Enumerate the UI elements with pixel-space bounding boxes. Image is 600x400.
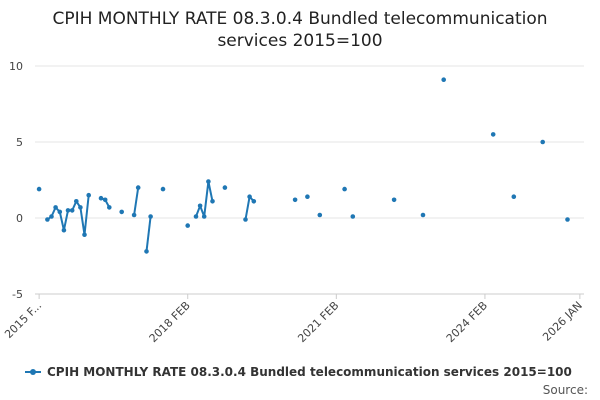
legend[interactable]: CPIH MONTHLY RATE 08.3.0.4 Bundled telec… [25, 365, 572, 379]
series-line [145, 216, 152, 252]
y-axis-ticks: -5 0 5 10 [9, 60, 23, 301]
data-point[interactable] [206, 179, 211, 184]
data-point[interactable] [243, 217, 248, 222]
chart-title-line-2: services 2015=100 [217, 31, 383, 51]
data-point[interactable] [185, 223, 190, 228]
data-point[interactable] [65, 208, 71, 213]
series-layer [36, 77, 570, 254]
data-point[interactable] [74, 199, 79, 204]
data-point[interactable] [61, 227, 67, 233]
data-point[interactable] [144, 249, 149, 254]
data-point[interactable] [49, 214, 54, 219]
data-point[interactable] [317, 212, 323, 218]
x-tick-label: 2018 FEB [147, 299, 193, 345]
legend-label: CPIH MONTHLY RATE 08.3.0.4 Bundled telec… [47, 365, 572, 379]
data-point[interactable] [78, 205, 83, 210]
data-point[interactable] [107, 205, 112, 210]
data-point[interactable] [102, 197, 108, 203]
data-point[interactable] [82, 232, 87, 237]
data-point[interactable] [350, 214, 356, 219]
series-line [133, 187, 140, 216]
x-tick-label: 2015 F... [2, 299, 44, 341]
data-point[interactable] [441, 77, 447, 82]
chart-title-line-1: CPIH MONTHLY RATE 08.3.0.4 Bundled telec… [52, 9, 548, 29]
y-tick-label: 0 [16, 212, 23, 225]
source-label: Source: [542, 383, 588, 397]
x-tick-label: 2021 FEB [295, 299, 341, 345]
data-point[interactable] [193, 214, 199, 219]
data-point[interactable] [57, 209, 63, 215]
data-point[interactable] [36, 186, 42, 192]
data-point[interactable] [342, 186, 347, 192]
y-tick-label: 10 [9, 60, 23, 73]
data-point[interactable] [565, 217, 570, 222]
y-tick-label: -5 [12, 288, 23, 301]
data-point[interactable] [305, 194, 310, 199]
data-point[interactable] [69, 208, 75, 213]
data-point[interactable] [222, 185, 228, 190]
data-point[interactable] [292, 197, 298, 203]
legend-swatch-icon [25, 366, 41, 378]
chart-title: CPIH MONTHLY RATE 08.3.0.4 Bundled telec… [0, 8, 600, 52]
data-point[interactable] [45, 217, 50, 222]
data-point[interactable] [148, 214, 153, 219]
data-point[interactable] [201, 214, 207, 219]
data-point[interactable] [135, 185, 141, 190]
series-line [46, 195, 90, 236]
gridlines [35, 65, 584, 295]
data-point[interactable] [391, 197, 397, 203]
x-axis: 2015 F... 2018 FEB 2021 FEB 2024 FEB 2026 JA… [2, 293, 585, 345]
data-point[interactable] [540, 139, 545, 145]
data-point[interactable] [160, 186, 166, 192]
data-point[interactable] [420, 212, 426, 218]
data-point[interactable] [86, 192, 91, 198]
data-point[interactable] [251, 199, 257, 204]
data-point[interactable] [98, 195, 104, 201]
data-point[interactable] [247, 194, 252, 199]
data-point[interactable] [119, 209, 124, 215]
x-tick-label: 2026 JAN [540, 299, 585, 344]
data-point[interactable] [197, 203, 203, 209]
legend-dot [30, 369, 36, 375]
x-tick-label: 2024 FEB [444, 299, 490, 345]
series-line [195, 180, 214, 218]
data-point[interactable] [210, 199, 215, 204]
data-point[interactable] [53, 205, 58, 210]
data-point[interactable] [131, 212, 137, 218]
y-tick-label: 5 [16, 136, 23, 149]
data-point[interactable] [490, 132, 496, 137]
data-point[interactable] [511, 194, 517, 199]
